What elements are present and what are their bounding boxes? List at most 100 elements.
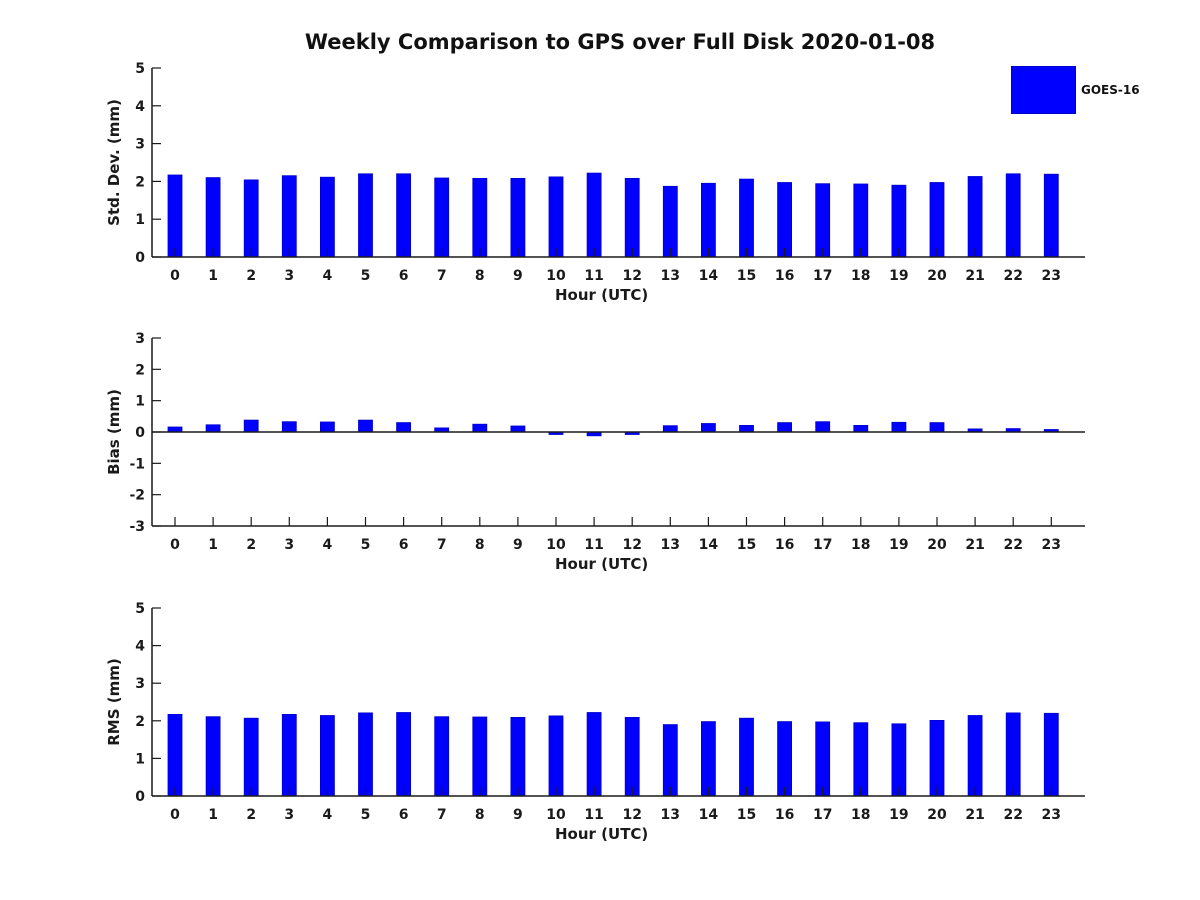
x-tick-label: 6: [399, 268, 409, 284]
bar-hour-17: [815, 721, 831, 797]
bar-hour-18: [853, 424, 869, 433]
x-tick-label: 5: [361, 807, 371, 823]
x-tick-label: 22: [1003, 807, 1022, 823]
bar-hour-16: [777, 422, 792, 433]
bar-hour-8: [472, 716, 488, 797]
bar-hour-3: [281, 421, 297, 433]
x-tick-label: 14: [699, 268, 719, 284]
y-tick-label: -2: [129, 488, 145, 504]
bar-hour-2: [243, 419, 259, 433]
bar-hour-18: [853, 722, 869, 797]
y-tick-label: -3: [129, 519, 145, 535]
bar-hour-4: [319, 715, 335, 797]
x-tick-label: 6: [399, 807, 409, 823]
y-tick-label: 0: [135, 789, 145, 805]
x-tick-label: 5: [361, 537, 371, 553]
bar-hour-19: [891, 421, 907, 433]
x-tick-label: 1: [208, 268, 218, 284]
bar-hour-7: [434, 716, 450, 797]
bar-hour-0: [167, 174, 183, 258]
x-tick-label: 15: [737, 268, 756, 284]
x-tick-label: 15: [737, 537, 756, 553]
x-tick-label: 12: [622, 537, 641, 553]
bar-hour-11: [586, 172, 602, 258]
x-tick-label: 11: [584, 268, 603, 284]
bar-hour-22: [1005, 173, 1021, 258]
y-tick-label: 5: [135, 601, 145, 617]
x-tick-label: 18: [851, 807, 870, 823]
x-tick-label: 20: [927, 268, 947, 284]
x-tick-label: 13: [661, 807, 680, 823]
bar-hour-17: [815, 183, 831, 258]
y-axis-label: Bias (mm): [105, 389, 123, 475]
bar-hour-3: [281, 175, 297, 258]
bar-hour-6: [396, 173, 412, 258]
x-tick-label: 18: [851, 537, 870, 553]
x-tick-label: 4: [323, 807, 333, 823]
bar-hour-9: [510, 425, 526, 433]
x-tick-label: 19: [889, 807, 908, 823]
x-tick-label: 12: [622, 268, 641, 284]
x-tick-label: 10: [546, 268, 566, 284]
x-tick-label: 18: [851, 268, 870, 284]
y-tick-label: 2: [135, 714, 145, 730]
bar-hour-20: [929, 182, 945, 258]
bar-hour-23: [1043, 173, 1059, 258]
x-tick-label: 4: [323, 537, 333, 553]
x-tick-label: 21: [965, 268, 984, 284]
x-tick-label: 3: [284, 807, 294, 823]
x-tick-label: 22: [1003, 537, 1022, 553]
bar-hour-3: [281, 714, 297, 797]
bar-hour-14: [701, 182, 716, 258]
x-tick-label: 16: [775, 268, 794, 284]
y-tick-label: 3: [135, 676, 145, 692]
x-tick-label: 0: [170, 268, 180, 284]
x-tick-label: 8: [475, 807, 485, 823]
bar-hour-6: [396, 712, 412, 797]
bar-hour-4: [319, 176, 335, 258]
bar-hour-16: [777, 721, 792, 797]
x-tick-label: 2: [246, 268, 256, 284]
x-tick-label: 9: [513, 268, 523, 284]
x-tick-label: 6: [399, 537, 409, 553]
legend: GOES-16: [1011, 66, 1140, 114]
x-tick-label: 13: [661, 268, 680, 284]
bar-hour-9: [510, 717, 526, 797]
x-tick-label: 10: [546, 807, 566, 823]
bar-hour-5: [358, 419, 373, 433]
x-tick-label: 0: [170, 807, 180, 823]
x-tick-label: 21: [965, 807, 984, 823]
x-tick-label: 20: [927, 537, 947, 553]
x-tick-label: 14: [699, 537, 719, 553]
bar-hour-11: [586, 712, 602, 797]
y-tick-label: -1: [129, 456, 145, 472]
y-tick-label: 3: [135, 137, 145, 153]
y-tick-label: 5: [135, 61, 145, 77]
x-tick-label: 7: [437, 807, 447, 823]
bar-hour-23: [1043, 712, 1059, 797]
x-axis-label: Hour (UTC): [555, 555, 648, 573]
bar-hour-12: [624, 717, 640, 797]
bar-hour-16: [777, 182, 792, 258]
x-tick-label: 10: [546, 537, 566, 553]
x-tick-label: 19: [889, 537, 908, 553]
bar-hour-10: [548, 176, 564, 258]
x-tick-label: 14: [699, 807, 719, 823]
bar-hour-8: [472, 423, 488, 433]
bar-hour-14: [701, 423, 716, 433]
y-axis-label: Std. Dev. (mm): [105, 99, 123, 226]
bar-hour-15: [739, 717, 754, 797]
y-tick-label: 2: [135, 362, 145, 378]
bar-hour-15: [739, 178, 754, 258]
x-tick-label: 3: [284, 268, 294, 284]
legend-swatch-goes16: [1011, 66, 1076, 114]
bar-hour-12: [624, 177, 640, 258]
bar-hour-13: [662, 425, 678, 433]
x-tick-label: 23: [1042, 807, 1061, 823]
x-tick-label: 8: [475, 537, 485, 553]
x-tick-label: 16: [775, 537, 794, 553]
x-tick-label: 9: [513, 537, 523, 553]
